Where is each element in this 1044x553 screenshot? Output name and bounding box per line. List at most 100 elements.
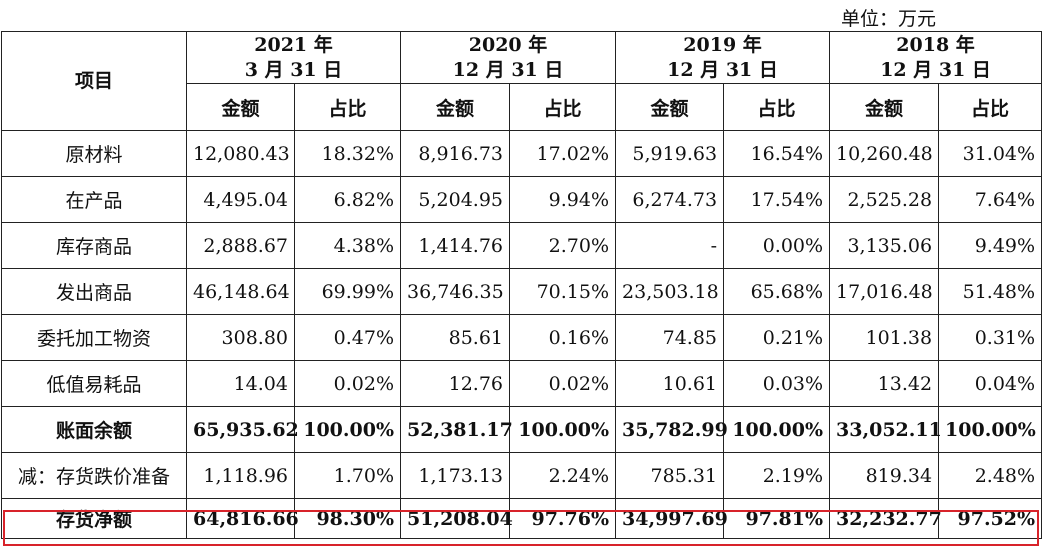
ratio-cell: 2.24% (509, 452, 617, 499)
amount-cell: 64,816.66 (186, 498, 299, 539)
amount-cell: 2,888.67 (186, 222, 295, 269)
amount-cell: 5,204.95 (400, 176, 511, 223)
ratio-cell: 0.16% (509, 314, 617, 361)
amount-cell: 2,525.28 (829, 176, 940, 223)
ratio-header: 占比 (293, 83, 402, 131)
ratio-cell: 97.76% (509, 498, 617, 539)
amount-cell: 51,208.04 (400, 498, 513, 539)
amount-cell: 5,919.63 (615, 130, 725, 177)
header-row-subcolumns: 金额 占比 金额 占比 金额 占比 金额 占比 (2, 83, 1043, 131)
amount-cell: 785.31 (615, 452, 725, 499)
ratio-header: 占比 (509, 83, 617, 131)
amount-cell: 32,232.77 (829, 498, 942, 539)
table-row: 账面余额 65,935.62 100.00% 52,381.17 100.00% 35,7… (1, 406, 1043, 453)
amount-cell: 1,414.76 (400, 222, 511, 269)
amount-header: 金额 (829, 83, 940, 131)
ratio-cell: 9.49% (938, 222, 1043, 269)
amount-cell: 8,916.73 (400, 130, 511, 177)
amount-cell: 74.85 (615, 314, 725, 361)
table-row: 委托加工物资 308.80 0.47% 85.61 0.16% 74.85 0.21% 101… (1, 314, 1043, 361)
ratio-cell: 6.82% (293, 176, 402, 223)
ratio-cell: 31.04% (938, 130, 1043, 177)
row-label: 库存商品 (1, 222, 187, 269)
ratio-cell: 16.54% (723, 130, 831, 177)
amount-cell: 14.04 (186, 360, 295, 407)
ratio-cell: 51.48% (938, 268, 1043, 315)
ratio-cell: 100.00% (509, 406, 617, 453)
amount-cell: 819.34 (829, 452, 940, 499)
ratio-cell: 9.94% (509, 176, 617, 223)
amount-cell: 46,148.64 (186, 268, 295, 315)
ratio-cell: 70.15% (509, 268, 617, 315)
amount-cell: 52,381.17 (400, 406, 513, 453)
ratio-cell: 0.00% (723, 222, 831, 269)
amount-cell: 65,935.62 (186, 406, 299, 453)
amount-cell: 13.42 (829, 360, 940, 407)
ratio-cell: 100.00% (938, 406, 1043, 453)
table-row: 原材料 12,080.43 18.32% 8,916.73 17.02% 5,919.63… (1, 130, 1043, 177)
ratio-cell: 0.02% (509, 360, 617, 407)
ratio-cell: 18.32% (293, 130, 402, 177)
amount-cell: 10.61 (615, 360, 725, 407)
ratio-cell: 98.30% (293, 498, 402, 539)
table-row: 在产品 4,495.04 6.82% 5,204.95 9.94% 6,274.73 17.… (1, 176, 1043, 223)
ratio-cell: 4.38% (293, 222, 402, 269)
amount-header: 金额 (186, 83, 295, 131)
amount-cell: 3,135.06 (829, 222, 940, 269)
amount-cell: 1,118.96 (186, 452, 295, 499)
ratio-cell: 2.70% (509, 222, 617, 269)
ratio-cell: 0.31% (938, 314, 1043, 361)
ratio-cell: 2.19% (723, 452, 831, 499)
ratio-cell: 100.00% (723, 406, 831, 453)
row-label: 低值易耗品 (1, 360, 187, 407)
amount-cell: 10,260.48 (829, 130, 940, 177)
table-row: 低值易耗品 14.04 0.02% 12.76 0.02% 10.61 0.03% 13.42… (1, 360, 1043, 407)
row-label: 在产品 (1, 176, 187, 223)
unit-label: 单位：万元 (840, 8, 936, 30)
period-header: 2020 年 12 月 31 日 (400, 31, 617, 84)
ratio-cell: 7.64% (938, 176, 1043, 223)
ratio-cell: 17.02% (509, 130, 617, 177)
ratio-cell: 0.02% (293, 360, 402, 407)
ratio-cell: 69.99% (293, 268, 402, 315)
ratio-cell: 0.21% (723, 314, 831, 361)
ratio-cell: 0.03% (723, 360, 831, 407)
ratio-cell: 2.48% (938, 452, 1043, 499)
row-label: 减：存货跌价准备 (1, 452, 187, 499)
ratio-header: 占比 (938, 83, 1043, 131)
row-label: 发出商品 (1, 268, 187, 315)
period-header: 2019 年 12 月 31 日 (615, 31, 831, 84)
ratio-cell: 97.52% (938, 498, 1043, 539)
table-row: 存货净额 64,816.66 98.30% 51,208.04 97.76% 34,997… (1, 498, 1043, 539)
amount-cell: 17,016.48 (829, 268, 940, 315)
table-row: 减：存货跌价准备 1,118.96 1.70% 1,173.13 2.24% 785.31… (1, 452, 1043, 499)
ratio-cell: 17.54% (723, 176, 831, 223)
item-column-header: 项目 (1, 31, 187, 131)
amount-cell: 6,274.73 (615, 176, 725, 223)
amount-cell: 36,746.35 (400, 268, 511, 315)
row-label: 存货净额 (1, 498, 187, 539)
ratio-header: 占比 (723, 83, 831, 131)
amount-cell: 34,997.69 (615, 498, 728, 539)
amount-cell: - (615, 222, 725, 269)
ratio-cell: 0.47% (293, 314, 402, 361)
table-row: 发出商品 46,148.64 69.99% 36,746.35 70.15% 23,503… (1, 268, 1043, 315)
table-row: 库存商品 2,888.67 4.38% 1,414.76 2.70% -0.00% 3,13… (1, 222, 1043, 269)
amount-cell: 35,782.99 (615, 406, 728, 453)
amount-cell: 308.80 (186, 314, 295, 361)
amount-cell: 12,080.43 (186, 130, 295, 177)
period-header: 2018 年 12 月 31 日 (829, 31, 1043, 84)
table-body: 原材料 12,080.43 18.32% 8,916.73 17.02% 5,919.63… (1, 130, 1043, 539)
ratio-cell: 100.00% (293, 406, 402, 453)
row-label: 账面余额 (1, 406, 187, 453)
ratio-cell: 97.81% (723, 498, 831, 539)
amount-cell: 33,052.11 (829, 406, 942, 453)
amount-cell: 85.61 (400, 314, 511, 361)
amount-cell: 101.38 (829, 314, 940, 361)
ratio-cell: 65.68% (723, 268, 831, 315)
amount-cell: 23,503.18 (615, 268, 725, 315)
amount-cell: 12.76 (400, 360, 511, 407)
